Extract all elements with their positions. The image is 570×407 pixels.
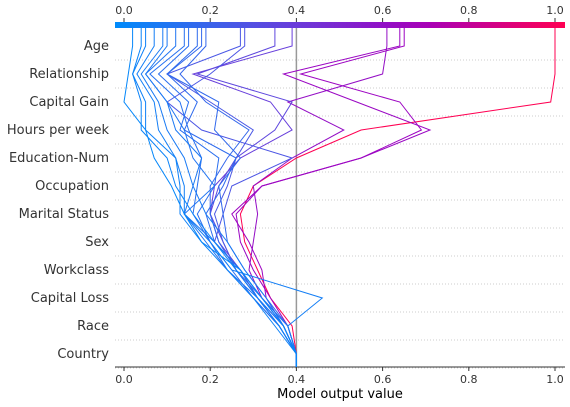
colorbar-tick-label: 0.6 (374, 4, 392, 17)
feature-label: Race (77, 319, 109, 334)
feature-label: Marital Status (19, 207, 110, 222)
colorbar-bar (115, 22, 565, 28)
decision-path (235, 28, 432, 367)
feature-label: Relationship (29, 67, 109, 82)
x-tick-label: 0.0 (115, 373, 133, 386)
decision-path (140, 28, 297, 367)
decision-path (149, 28, 297, 367)
feature-label: Country (57, 347, 109, 362)
x-axis-title: Model output value (277, 387, 403, 402)
decision-path (123, 28, 297, 367)
colorbar-tick-label: 1.0 (546, 4, 564, 17)
feature-label: Age (84, 39, 109, 54)
decision-path (144, 28, 297, 367)
x-tick-label: 0.4 (288, 373, 306, 386)
decision-path (191, 28, 297, 367)
feature-gridlines (115, 59, 565, 369)
feature-label: Occupation (35, 179, 109, 194)
feature-label: Capital Loss (31, 291, 109, 306)
decision-path (231, 28, 423, 367)
x-tick-label: 1.0 (546, 373, 564, 386)
feature-labels: Age Relationship Capital Gain Hours per wee… (7, 39, 110, 362)
colorbar-tick-label: 0.4 (288, 4, 306, 17)
colorbar-tick-label: 0.0 (115, 4, 133, 17)
decision-path (132, 28, 297, 367)
x-axis: 0.0 0.2 0.4 0.6 0.8 1.0 (115, 366, 565, 386)
colorbar-tick-label: 0.8 (460, 4, 478, 17)
feature-label: Sex (85, 235, 109, 250)
feature-label: Hours per week (7, 123, 110, 138)
decision-paths (123, 28, 556, 367)
feature-label: Workclass (44, 263, 109, 278)
x-tick-label: 0.6 (374, 373, 392, 386)
decision-path (136, 28, 324, 367)
x-tick-label: 0.8 (460, 373, 478, 386)
x-tick-label: 0.2 (201, 373, 219, 386)
feature-label: Capital Gain (29, 95, 109, 110)
decision-path (239, 28, 556, 367)
decision-path (132, 28, 297, 367)
colorbar: 0.0 0.2 0.4 0.6 0.8 1.0 (115, 4, 565, 28)
colorbar-tick-label: 0.2 (201, 4, 219, 17)
decision-path (166, 28, 297, 367)
feature-label: Education-Num (9, 151, 109, 166)
